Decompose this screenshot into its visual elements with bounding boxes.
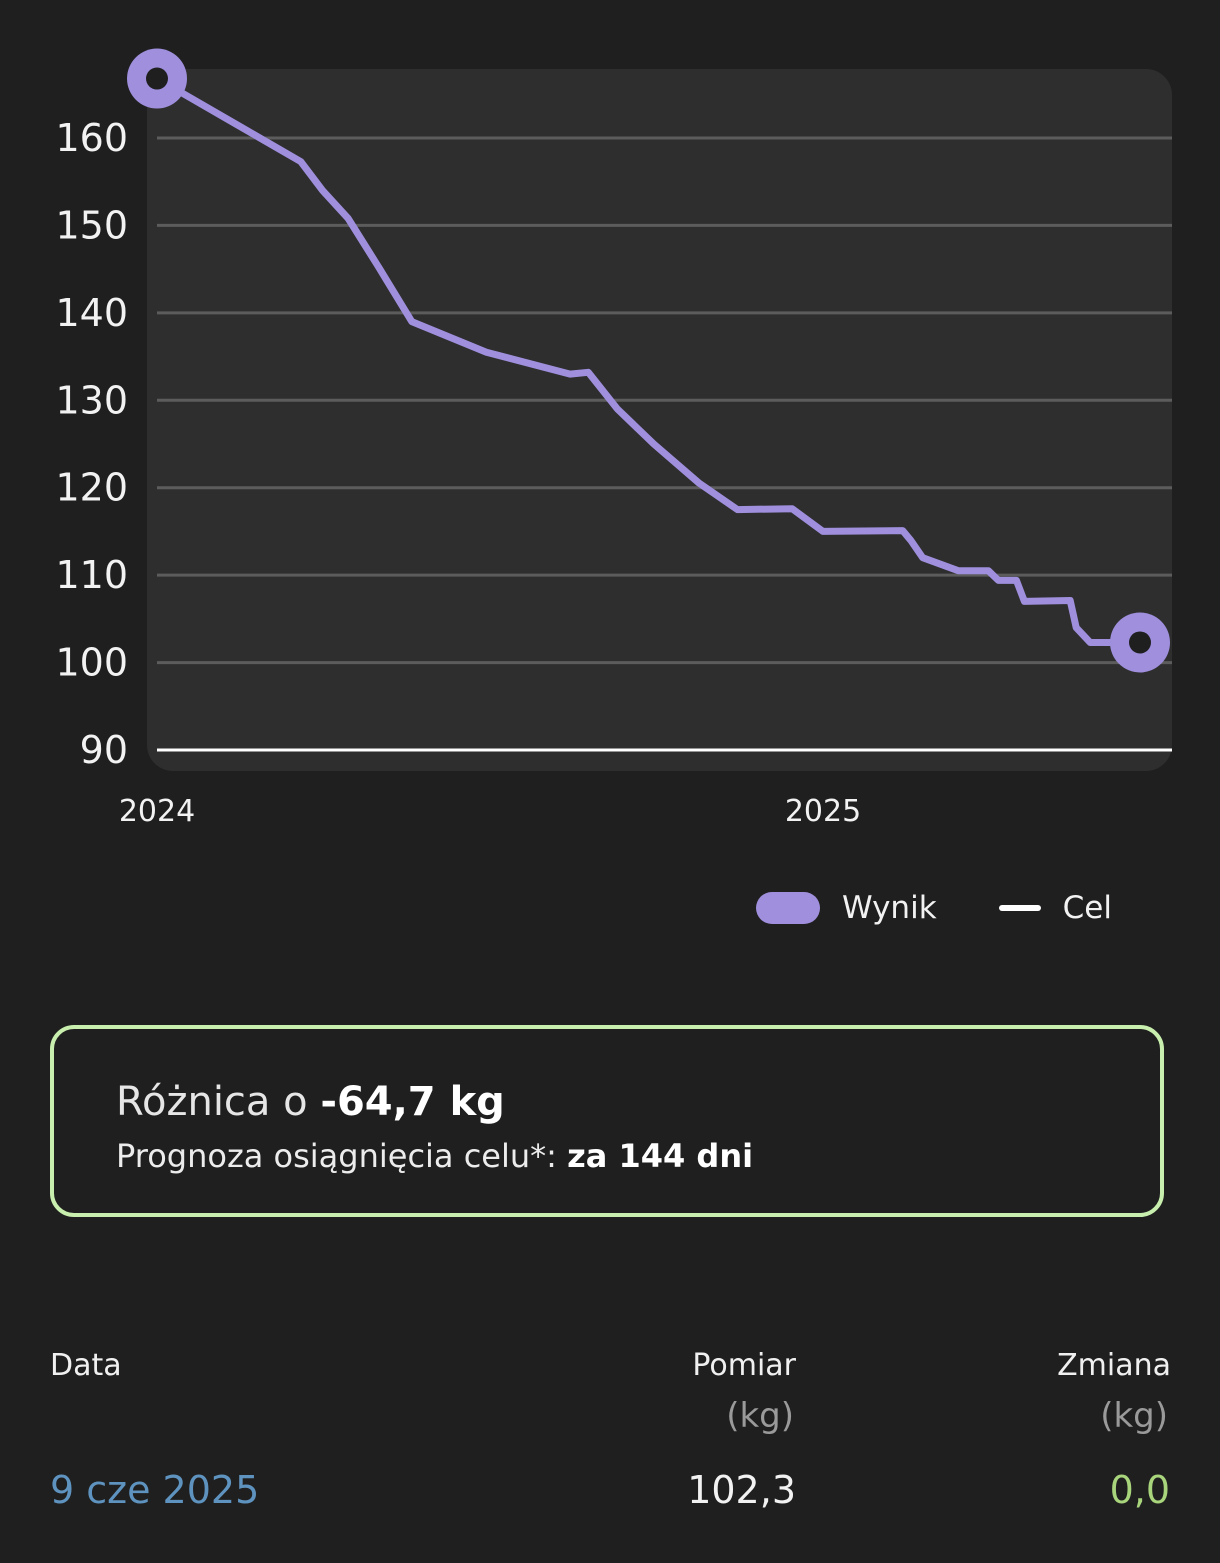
goal-forecast: Prognoza osiągnięcia celu*: za 144 dni [116,1137,753,1175]
y-tick-label: 90 [80,728,128,772]
chart-legend: Wynik Cel [755,890,1112,926]
y-tick-label: 150 [55,203,128,247]
chart-plot-area [147,69,1172,771]
row-measurement: 102,3 [687,1468,796,1512]
legend-item-goal[interactable]: Cel [937,890,1112,926]
series-line-wynik [153,75,1144,646]
legend-swatch-result [755,892,820,924]
row-date[interactable]: 9 cze 2025 [50,1468,260,1512]
weight-difference: Różnica o -64,7 kg [116,1079,505,1125]
table-header-date[interactable]: Data [50,1348,122,1383]
table-unit-change: (kg) [1100,1396,1168,1436]
y-tick-label: 160 [55,116,128,160]
legend-swatch-goal [998,905,1041,911]
legend-label-goal: Cel [1062,890,1112,926]
y-tick-label: 100 [55,641,128,685]
legend-label-result: Wynik [841,890,937,926]
row-change: 0,0 [1109,1468,1170,1512]
table-unit-measurement: (kg) [726,1396,794,1436]
weight-chart[interactable]: 160 150 140 130 120 110 100 90 2024 2025 [0,0,1220,860]
end-point-marker[interactable] [1110,612,1170,673]
difference-prefix: Różnica o [116,1079,321,1125]
y-tick-label: 120 [55,466,128,510]
y-tick-label: 130 [55,378,128,422]
legend-item-result[interactable]: Wynik [755,890,937,926]
y-tick-label: 110 [55,553,128,597]
x-tick-label: 2024 [119,794,195,829]
x-tick-label: 2025 [785,794,861,829]
y-tick-label: 140 [55,291,128,335]
difference-value: -64,7 kg [320,1079,505,1125]
forecast-prefix: Prognoza osiągnięcia celu*: [116,1137,568,1175]
forecast-value: za 144 dni [567,1137,754,1175]
start-point-marker[interactable] [127,48,187,109]
table-header-change[interactable]: Zmiana [1057,1348,1171,1383]
table-header-measurement[interactable]: Pomiar [692,1348,796,1383]
summary-card: Różnica o -64,7 kg Prognoza osiągnięcia … [50,1025,1164,1217]
